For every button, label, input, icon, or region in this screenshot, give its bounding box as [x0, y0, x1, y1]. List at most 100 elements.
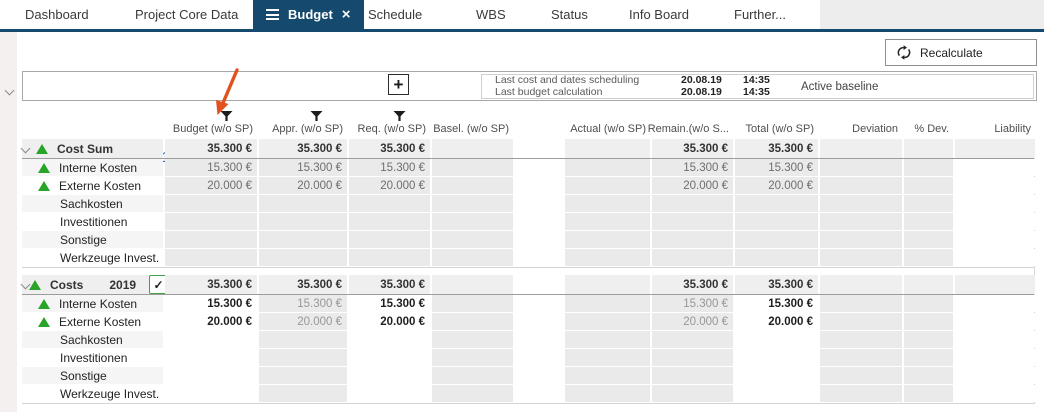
cell-remain — [652, 349, 733, 366]
cell-budget[interactable]: 15.300 € — [165, 159, 257, 176]
project-collapse-chevron-icon[interactable] — [4, 81, 15, 99]
tab-project-core-data[interactable]: Project Core Data — [135, 7, 239, 22]
cell-budget[interactable] — [165, 213, 257, 230]
cell-req — [349, 249, 430, 266]
cell-appr — [259, 213, 347, 230]
cell-total[interactable]: 20.000 € — [735, 313, 818, 330]
cell-liability[interactable] — [955, 385, 1035, 402]
cell-budget[interactable] — [165, 385, 257, 402]
cell-req[interactable] — [349, 349, 430, 366]
cell-appr: 15.300 € — [259, 295, 347, 312]
cell-req[interactable]: 15.300 € — [349, 295, 430, 312]
table-row[interactable]: Externe Kosten 20.000 € 20.000 € 20.000 … — [22, 313, 1035, 330]
filter-icon[interactable] — [393, 111, 406, 121]
group-collapse-chevron-icon[interactable] — [20, 279, 31, 290]
cell-liability[interactable] — [955, 295, 1035, 312]
tab-status[interactable]: Status — [551, 7, 588, 22]
tab-budget[interactable]: Budget × — [253, 0, 364, 29]
cell-total[interactable] — [735, 349, 818, 366]
recalculate-button[interactable]: Recalculate — [885, 39, 1037, 66]
cell-total[interactable]: 15.300 € — [735, 295, 818, 312]
cell-total[interactable] — [735, 367, 818, 384]
cell-req[interactable] — [349, 331, 430, 348]
cell-liability[interactable] — [955, 349, 1035, 366]
cell-liability[interactable] — [955, 213, 1035, 230]
table-row[interactable]: Externe Kosten 20.000 € 20.000 € 20.000 … — [22, 177, 1035, 194]
row-label: Sonstige — [60, 368, 107, 383]
add-button[interactable]: + — [388, 74, 409, 95]
tab-dashboard[interactable]: Dashboard — [25, 7, 89, 22]
tab-schedule[interactable]: Schedule — [368, 7, 423, 22]
spacer — [515, 367, 563, 384]
cell-deviation — [820, 159, 902, 176]
cell-actual — [565, 195, 650, 212]
group-header-row[interactable]: Cost Sum 35.300 € 35.300 € 35.300 € 35.3… — [20, 139, 1035, 158]
cell-liability[interactable] — [955, 331, 1035, 348]
cell-budget[interactable] — [165, 331, 257, 348]
spacer — [515, 249, 563, 266]
cell-liability[interactable] — [955, 159, 1035, 176]
row-label-cell: Externe Kosten — [22, 313, 163, 330]
tab-budget-label: Budget — [288, 7, 333, 22]
cell-basel — [432, 249, 513, 266]
cell-appr: 35.300 € — [259, 139, 347, 158]
cell-budget[interactable] — [165, 367, 257, 384]
filter-icon[interactable] — [310, 111, 323, 121]
cell-budget[interactable] — [165, 195, 257, 212]
cell-liability[interactable] — [955, 249, 1035, 266]
cell-budget[interactable] — [165, 349, 257, 366]
cell-basel — [432, 331, 513, 348]
cell-basel — [432, 313, 513, 330]
cell-basel — [432, 195, 513, 212]
table-column-headers: Budget (w/o SP) Appr. (w/o SP) Req. (w/o… — [22, 103, 1035, 138]
table-row[interactable]: Interne Kosten 15.300 € 15.300 € 15.300 … — [22, 295, 1035, 312]
table-row[interactable]: Werkzeuge Invest. — [22, 249, 1035, 266]
header-spacer — [515, 103, 563, 138]
cell-remain: 35.300 € — [652, 139, 733, 158]
cell-liability — [955, 275, 1035, 294]
spacer — [515, 275, 563, 294]
table-row[interactable]: Sonstige — [22, 367, 1035, 384]
green-up-indicator-icon — [38, 298, 50, 309]
spacer — [515, 385, 563, 402]
filter-icon[interactable] — [220, 111, 233, 121]
cell-actual — [565, 213, 650, 230]
cell-liability[interactable] — [955, 313, 1035, 330]
tab-wbs[interactable]: WBS — [476, 7, 506, 22]
table-row[interactable]: Sachkosten — [22, 195, 1035, 212]
cell-req[interactable] — [349, 367, 430, 384]
tab-info-board[interactable]: Info Board — [629, 7, 689, 22]
cell-appr — [259, 385, 347, 402]
cell-total[interactable] — [735, 385, 818, 402]
cell-basel — [432, 367, 513, 384]
cell-budget[interactable] — [165, 231, 257, 248]
cell-remain: 20.000 € — [652, 313, 733, 330]
group-header-row[interactable]: Costs 2019 ✓ 35.300 € 35.300 € 35.300 € … — [20, 275, 1035, 294]
cell-liability[interactable] — [955, 231, 1035, 248]
row-label: Externe Kosten — [59, 178, 142, 193]
cell-basel — [432, 139, 513, 158]
table-row[interactable]: Sachkosten — [22, 331, 1035, 348]
cell-req[interactable]: 20.000 € — [349, 313, 430, 330]
group-collapse-chevron-icon[interactable] — [20, 143, 36, 154]
cell-total[interactable] — [735, 331, 818, 348]
tab-further[interactable]: Further... — [734, 7, 787, 22]
cell-budget[interactable]: 15.300 € — [165, 295, 257, 312]
cell-liability[interactable] — [955, 177, 1035, 194]
cell-req — [349, 195, 430, 212]
cell-liability[interactable] — [955, 367, 1035, 384]
table-row[interactable]: Werkzeuge Invest. — [22, 385, 1035, 402]
last-budget-calculation-label: Last budget calculation — [495, 86, 603, 98]
cell-budget[interactable] — [165, 249, 257, 266]
close-icon[interactable]: × — [341, 6, 351, 23]
table-row[interactable]: Investitionen — [22, 213, 1035, 230]
cell-req[interactable] — [349, 385, 430, 402]
table-row[interactable]: Investitionen — [22, 349, 1035, 366]
table-row[interactable]: Sonstige — [22, 231, 1035, 248]
spacer — [515, 295, 563, 312]
cell-budget[interactable]: 20.000 € — [165, 177, 257, 194]
cell-liability[interactable] — [955, 195, 1035, 212]
hamburger-icon[interactable] — [266, 9, 279, 20]
table-row[interactable]: Interne Kosten 15.300 € 15.300 € 15.300 … — [22, 159, 1035, 176]
cell-budget[interactable]: 20.000 € — [165, 313, 257, 330]
